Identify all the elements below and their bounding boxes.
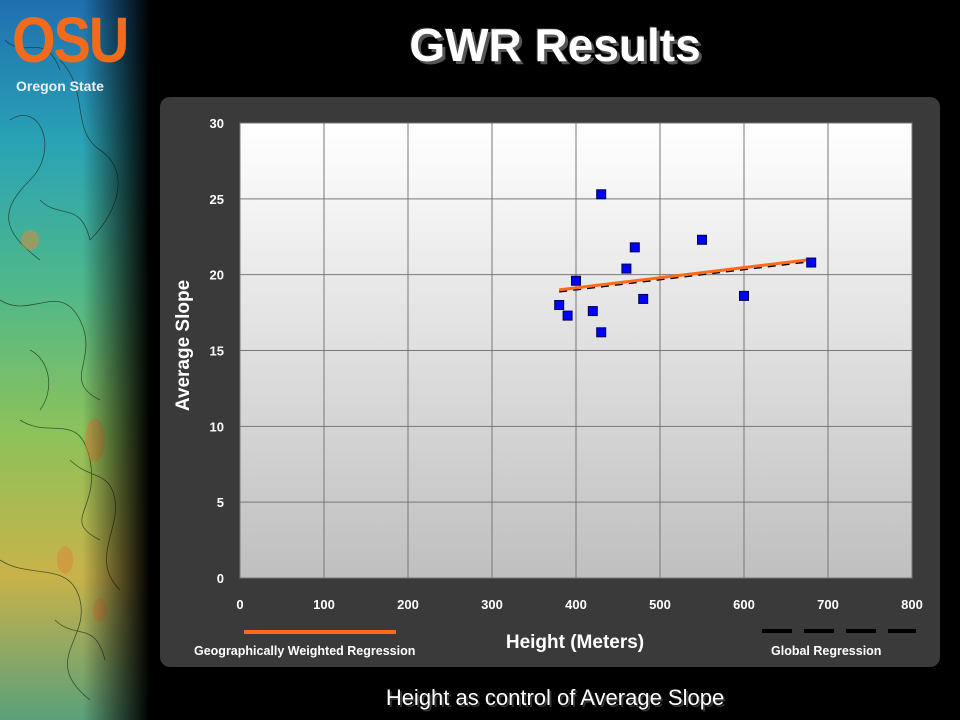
y-tick-label: 25 [210, 192, 224, 207]
data-point [629, 242, 640, 253]
data-point [621, 263, 632, 274]
data-point [596, 327, 607, 338]
topographic-map-strip: OSU Oregon State [0, 0, 150, 720]
data-point [587, 306, 598, 317]
x-tick-label: 200 [397, 597, 419, 612]
legend-global: Global Regression [762, 629, 916, 658]
y-tick-label: 10 [210, 419, 224, 434]
data-point [562, 310, 573, 321]
y-tick-label: 5 [217, 495, 224, 510]
data-point [638, 293, 649, 304]
osu-logo: OSU Oregon State [12, 7, 129, 98]
contour-map-image [0, 0, 150, 720]
data-point [739, 290, 749, 301]
y-tick-label: 20 [210, 268, 224, 283]
x-tick-label: 800 [901, 597, 923, 612]
x-tick-label: 0 [236, 597, 243, 612]
x-tick-label: 700 [817, 597, 839, 612]
y-tick-label: 0 [217, 571, 224, 586]
data-point [554, 300, 565, 310]
x-tick-label: 500 [649, 597, 671, 612]
global-regression-line [559, 259, 812, 293]
data-point [596, 189, 607, 200]
y-tick-label: 30 [210, 116, 224, 131]
gridlines [239, 122, 913, 579]
logo-osu-text: OSU [12, 3, 129, 76]
x-tick-label: 600 [733, 597, 755, 612]
logo-subtitle: Oregon State [16, 78, 104, 94]
x-tick-label: 300 [481, 597, 503, 612]
scatter-chart: 0 100 200 300 400 500 600 700 800 0 5 10 15 20 25 30 He… [173, 116, 923, 658]
y-axis-label: Average Slope [173, 280, 194, 411]
regression-lines [559, 258, 812, 293]
legend-gwr: Geographically Weighted Regression [194, 630, 415, 658]
x-tick-label: 100 [313, 597, 335, 612]
x-tick-label: 400 [565, 597, 587, 612]
data-points [554, 189, 817, 338]
tick-labels: 0 100 200 300 400 500 600 700 800 0 5 10 15 20 25 30 [210, 116, 923, 612]
data-point [697, 234, 707, 245]
data-point [806, 257, 817, 268]
chart-panel: 0 100 200 300 400 500 600 700 800 0 5 10 15 20 25 30 He… [160, 97, 940, 667]
gwr-regression-line [559, 258, 812, 292]
slide-caption: Height as control of Average Slope [385, 685, 725, 710]
x-axis-label: Height (Meters) [506, 632, 644, 653]
data-point [571, 275, 581, 286]
y-tick-label: 15 [210, 344, 224, 359]
legend-global-label: Global Regression [771, 644, 881, 658]
slide-title: GWR Results [409, 19, 701, 71]
legend-gwr-label: Geographically Weighted Regression [194, 644, 415, 658]
